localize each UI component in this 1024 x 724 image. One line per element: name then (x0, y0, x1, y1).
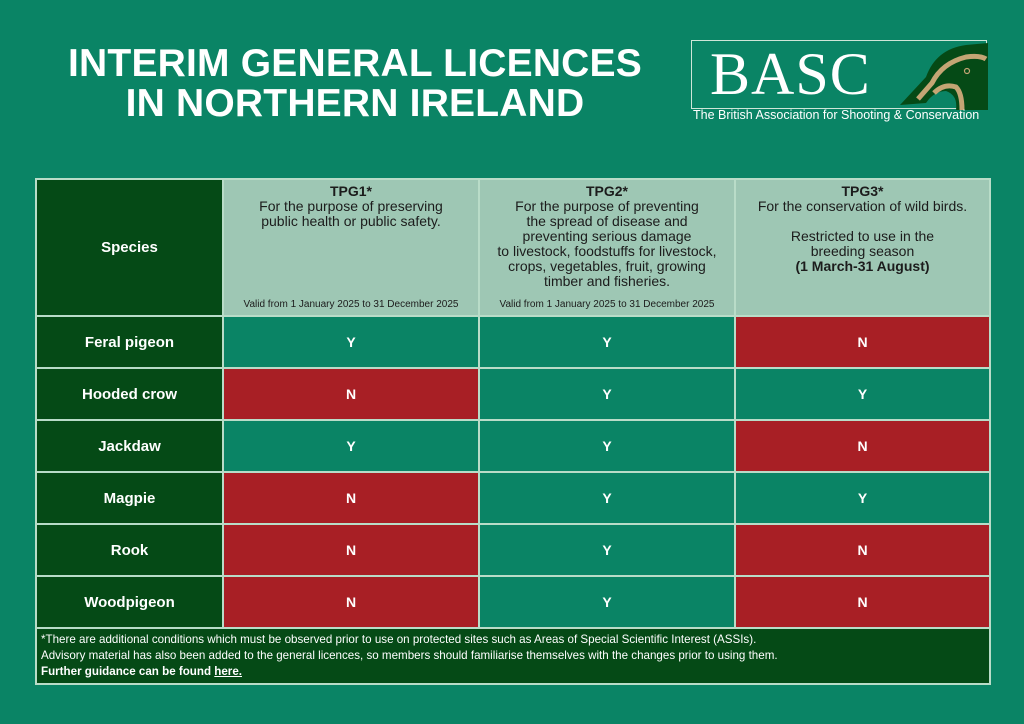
tpg3-season: (1 March-31 August) (795, 258, 930, 274)
licence-cell-tpg1: N (222, 471, 480, 525)
licence-cell-tpg1: Y (222, 315, 480, 369)
header-tpg3: TPG3* For the conservation of wild birds… (734, 178, 991, 317)
tpg2-desc: to livestock, foodstuffs for livestock, (497, 243, 717, 259)
tpg3-desc: breeding season (810, 243, 915, 259)
tpg2-desc: For the purpose of preventing (515, 198, 699, 214)
licence-cell-tpg3: N (734, 575, 991, 629)
species-name: Rook (35, 523, 224, 577)
species-header: Species (35, 178, 224, 317)
logo-subtitle: The British Association for Shooting & C… (693, 108, 980, 122)
licence-cell-tpg2: Y (478, 419, 736, 473)
table-row: Jackdaw Y Y N (35, 419, 991, 473)
table-row: Rook N Y N (35, 523, 991, 577)
footnote-line-1: *There are additional conditions which m… (41, 633, 757, 646)
tpg2-valid: Valid from 1 January 2025 to 31 December… (499, 299, 715, 310)
licence-cell-tpg3: N (734, 315, 991, 369)
tpg2-desc: timber and fisheries. (543, 273, 671, 289)
header-tpg2: TPG2* For the purpose of preventing the … (478, 178, 736, 317)
footnote-line-3: Further guidance can be found here. (41, 664, 985, 680)
licence-cell-tpg1: N (222, 575, 480, 629)
table-row: Magpie N Y Y (35, 471, 991, 525)
tpg1-valid: Valid from 1 January 2025 to 31 December… (243, 299, 459, 310)
spacer (736, 214, 989, 229)
tpg3-code: TPG3* (841, 183, 884, 199)
licence-cell-tpg3: N (734, 523, 991, 577)
tpg2-desc: the spread of disease and (526, 213, 688, 229)
licence-cell-tpg2: Y (478, 471, 736, 525)
tpg3-desc: For the conservation of wild birds. (757, 198, 968, 214)
logo-text: BASC (710, 41, 871, 107)
species-name: Magpie (35, 471, 224, 525)
guidance-text: Further guidance can be found (41, 665, 215, 678)
tpg3-desc: Restricted to use in the (790, 228, 935, 244)
licence-cell-tpg3: Y (734, 367, 991, 421)
species-name: Jackdaw (35, 419, 224, 473)
page-title: INTERIM GENERAL LICENCES IN NORTHERN IRE… (30, 44, 680, 124)
tpg2-code: TPG2* (585, 183, 628, 199)
species-name: Hooded crow (35, 367, 224, 421)
licence-cell-tpg3: N (734, 419, 991, 473)
licence-cell-tpg2: Y (478, 315, 736, 369)
licence-cell-tpg1: Y (222, 419, 480, 473)
tpg2-desc: preventing serious damage (522, 228, 692, 244)
footnote: *There are additional conditions which m… (35, 627, 991, 685)
title-line-2: IN NORTHERN IRELAND (125, 82, 585, 125)
header-tpg1: TPG1* For the purpose of preserving publ… (222, 178, 480, 317)
tpg2-desc: crops, vegetables, fruit, growing (508, 258, 706, 274)
table-row: Woodpigeon N Y N (35, 575, 991, 629)
tpg1-desc: For the purpose of preserving (259, 198, 443, 214)
title-line-1: INTERIM GENERAL LICENCES (68, 42, 642, 85)
licence-cell-tpg1: N (222, 523, 480, 577)
species-name: Woodpigeon (35, 575, 224, 629)
basc-logo: BASC (691, 40, 988, 110)
licence-cell-tpg3: Y (734, 471, 991, 525)
licence-cell-tpg1: N (222, 367, 480, 421)
licence-cell-tpg2: Y (478, 367, 736, 421)
tpg1-code: TPG1* (329, 183, 372, 199)
footnote-line-2: Advisory material has also been added to… (41, 649, 778, 662)
table-row: Feral pigeon Y Y N (35, 315, 991, 369)
licence-table: Species TPG1* For the purpose of preserv… (35, 178, 991, 685)
licence-cell-tpg2: Y (478, 575, 736, 629)
dog-head-icon (900, 43, 988, 110)
guidance-link[interactable]: here. (214, 665, 242, 678)
licence-cell-tpg2: Y (478, 523, 736, 577)
tpg1-desc: public health or public safety. (261, 213, 441, 229)
species-name: Feral pigeon (35, 315, 224, 369)
table-row: Hooded crow N Y Y (35, 367, 991, 421)
